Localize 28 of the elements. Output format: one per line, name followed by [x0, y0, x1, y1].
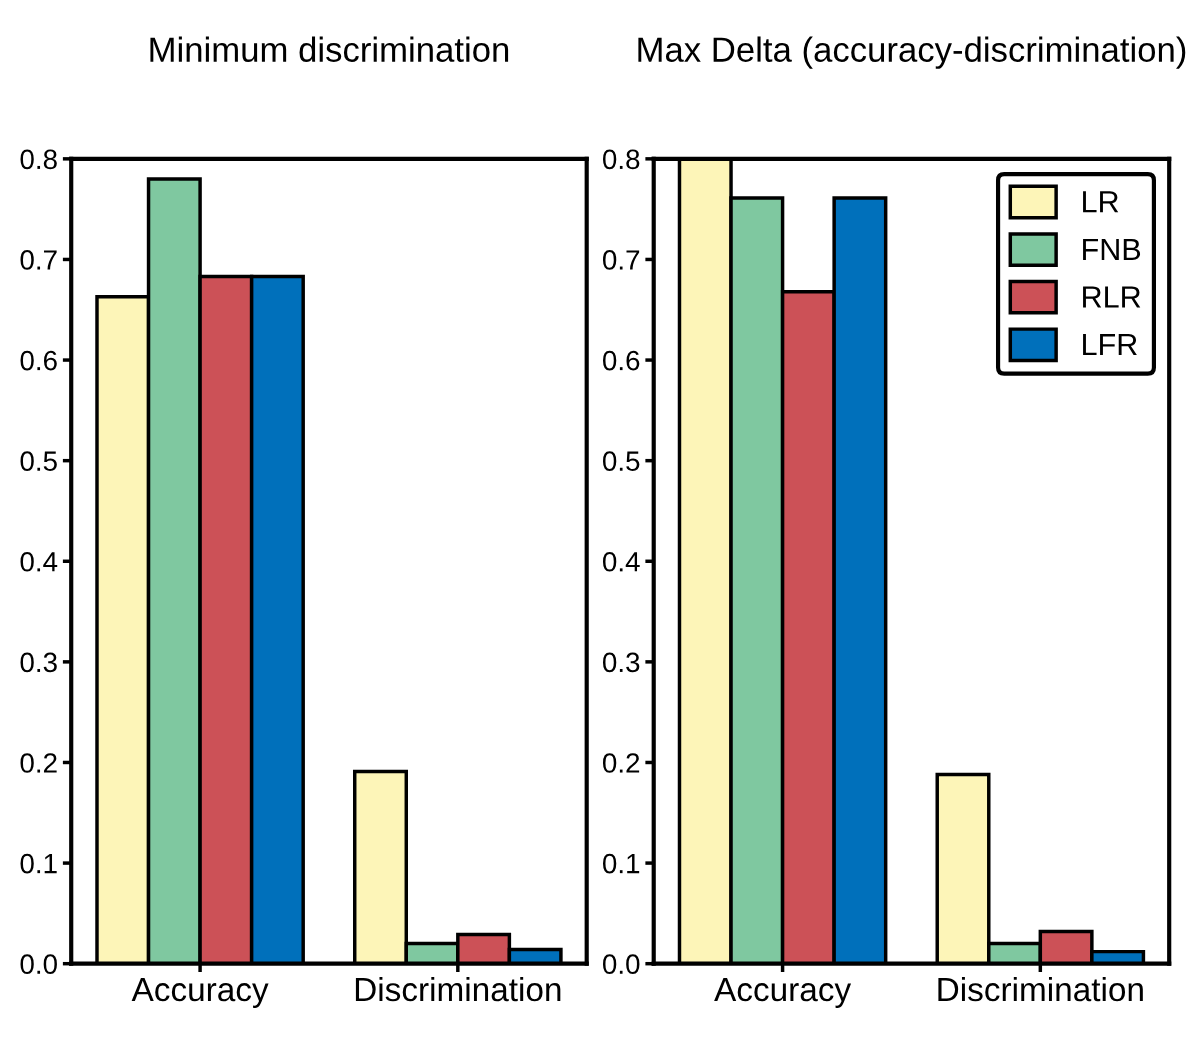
legend-label: RLR: [1083, 286, 1141, 308]
y-tick-label: 0.7: [602, 250, 640, 270]
legend-label: LFR: [1083, 334, 1137, 356]
y-tick-label: 0.8: [20, 149, 57, 170]
y-tick-label: 0.1: [602, 853, 640, 874]
x-tick-label: Accuracy: [714, 978, 852, 1008]
y-tick-label: 0.1: [20, 853, 57, 874]
y-tick-label: 0.8: [602, 149, 640, 170]
x-tick-label: Discrimination: [355, 976, 561, 1002]
x-tick-label: Accuracy: [131, 978, 269, 1008]
y-tick-label: 0.2: [602, 753, 640, 773]
chart-title: Max Delta (accuracy-discrimination): [638, 36, 1186, 69]
y-tick-label: 0.0: [20, 954, 57, 975]
y-tick-label: 0.6: [20, 350, 57, 371]
y-tick-label: 0.0: [602, 954, 640, 975]
y-tick-label: 0.6: [602, 350, 640, 371]
y-tick-label: 0.2: [20, 753, 57, 773]
y-tick-label: 0.5: [602, 451, 640, 471]
y-tick-label: 0.3: [602, 652, 640, 673]
chart-title: Minimum discrimination: [150, 36, 509, 62]
y-tick-label: 0.4: [20, 551, 58, 572]
legend-label: LR: [1083, 191, 1119, 213]
y-tick-label: 0.3: [20, 652, 57, 673]
legend-label: FNB: [1083, 238, 1141, 260]
y-tick-label: 0.5: [20, 451, 57, 471]
y-tick-label: 0.7: [20, 250, 57, 270]
y-tick-label: 0.4: [602, 551, 640, 572]
x-tick-label: Discrimination: [938, 976, 1143, 1002]
